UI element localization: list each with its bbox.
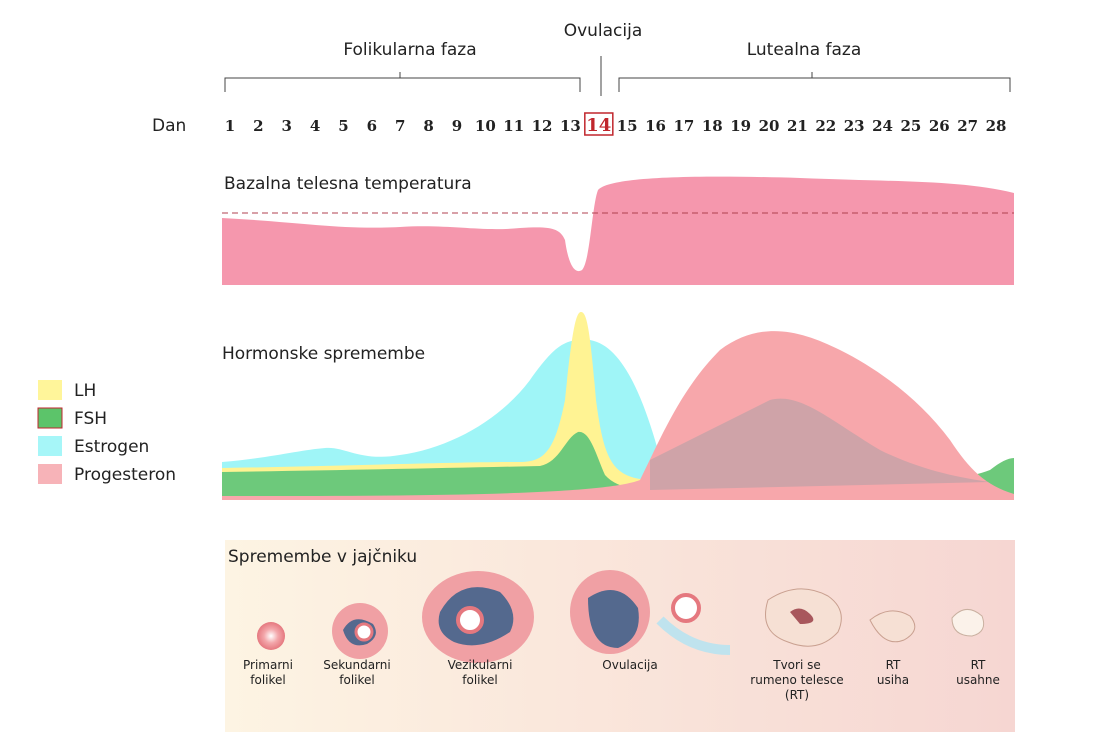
- stage-label: Primarni: [243, 658, 293, 672]
- day-number: 10: [475, 117, 496, 135]
- phase-label: Ovulacija: [564, 21, 643, 41]
- day-number: 12: [532, 117, 553, 135]
- stage-labels: PrimarnifolikelSekundarnifolikelVezikula…: [243, 658, 1000, 702]
- section-title: Bazalna telesna temperatura: [224, 174, 472, 194]
- legend-label: FSH: [74, 409, 107, 429]
- stage-label: RT: [971, 658, 986, 672]
- day-number: 16: [645, 117, 666, 135]
- stage-label: folikel: [462, 673, 497, 687]
- day-number: 13: [560, 117, 581, 135]
- stage-label: folikel: [250, 673, 285, 687]
- legend-label: Estrogen: [74, 437, 149, 457]
- legend-swatch: [38, 436, 62, 456]
- phase-label: Lutealna faza: [747, 40, 862, 60]
- day-number: 21: [787, 117, 808, 135]
- phase-label: Folikularna faza: [343, 40, 476, 60]
- bracket: [224, 72, 581, 92]
- stage-label: usahne: [956, 673, 1000, 687]
- legend-swatch: [37, 407, 63, 429]
- stage-label: Tvori se: [772, 658, 821, 672]
- day-number: 1: [225, 117, 235, 135]
- days: 1 2 3 4 5 6 7 8 9 10 11 12 13 14 15 16 17 18 19 20 21 22 23 24 2…: [225, 112, 1007, 136]
- day-number: 15: [617, 117, 638, 135]
- legend-swatch: [38, 464, 62, 484]
- stage-label: Ovulacija: [602, 658, 657, 672]
- section-title: Hormonske spremembe: [222, 344, 425, 364]
- day-number: 19: [730, 117, 751, 135]
- day-highlight: [584, 112, 614, 136]
- stage-label: Vezikularni: [448, 658, 513, 672]
- day-number: 18: [702, 117, 723, 135]
- day-number: 25: [900, 117, 921, 135]
- stage-label: Sekundarni: [323, 658, 390, 672]
- section-title: Spremembe v jajčniku: [228, 547, 417, 567]
- day-number: 28: [986, 117, 1007, 135]
- day-label: Dan: [152, 116, 186, 136]
- hormone-curves: [222, 312, 1014, 500]
- stage-label: (RT): [785, 688, 809, 702]
- day-number: 9: [452, 117, 462, 135]
- day-number: 8: [423, 117, 433, 135]
- day-number: 5: [338, 117, 348, 135]
- legend: LH FSH Estrogen Progesteron: [37, 380, 176, 485]
- day-number: 17: [673, 117, 694, 135]
- day-number: 24: [872, 117, 893, 135]
- day-number: 3: [282, 117, 292, 135]
- day-number: 4: [310, 117, 320, 135]
- day-number: 2: [253, 117, 263, 135]
- day-number: 6: [367, 117, 377, 135]
- stage-label: usiha: [877, 673, 909, 687]
- stage-label: RT: [886, 658, 901, 672]
- ovary-illustrations: [257, 570, 985, 663]
- day-number: 7: [395, 117, 405, 135]
- stage-label: folikel: [339, 673, 374, 687]
- legend-swatch: [38, 380, 62, 400]
- day-number: 27: [957, 117, 978, 135]
- bracket: [618, 72, 1011, 92]
- day-number: 22: [815, 117, 836, 135]
- day-number: 23: [844, 117, 865, 135]
- legend-label: LH: [74, 381, 96, 401]
- temperature-area: [222, 176, 1014, 285]
- day-number: 26: [929, 117, 950, 135]
- stage-label: rumeno telesce: [750, 673, 843, 687]
- day-number: 11: [503, 117, 524, 135]
- day-number: 20: [759, 117, 780, 135]
- day-number: 14: [586, 115, 611, 136]
- legend-label: Progesteron: [74, 465, 176, 485]
